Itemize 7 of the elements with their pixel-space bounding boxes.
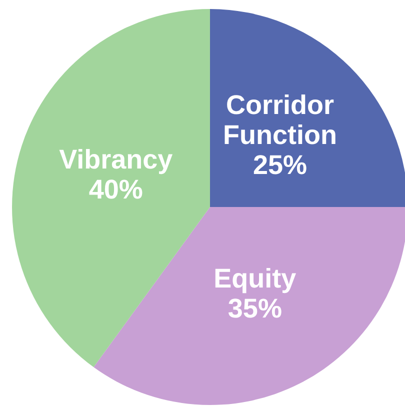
slice-label: Vibrancy bbox=[59, 144, 173, 175]
data-label: 40% bbox=[88, 174, 143, 205]
pie-slice bbox=[12, 9, 210, 368]
data-label: 35% bbox=[228, 293, 282, 324]
data-label: 25% bbox=[252, 150, 308, 180]
slice-label: Equity bbox=[214, 263, 296, 294]
slice-label: Corridor Function bbox=[223, 90, 337, 150]
